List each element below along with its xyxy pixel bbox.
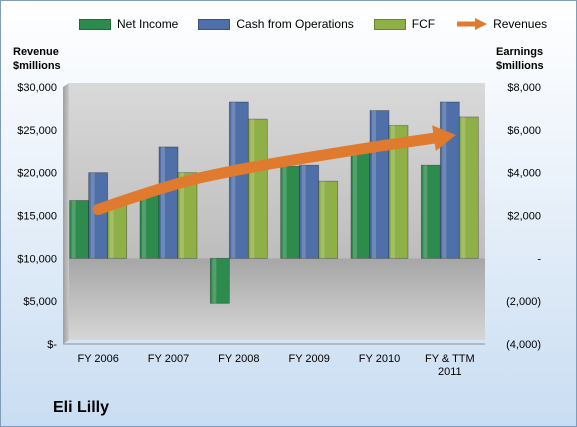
line-revenues xyxy=(92,132,440,216)
bar-highlight xyxy=(461,116,466,259)
bar-fcf xyxy=(388,125,409,259)
right-axis-title-line-2: $millions xyxy=(496,60,544,72)
bar-highlight xyxy=(109,202,114,259)
category-label: 2011 xyxy=(438,366,462,378)
left-axis-tick-label: $20,000 xyxy=(17,168,57,180)
right-axis-tick-label: - xyxy=(537,253,541,265)
bar-highlight xyxy=(391,125,395,259)
legend-item-cash-from-operations: Cash from Operations xyxy=(198,17,354,31)
bar-net-income xyxy=(209,257,230,304)
category-label: FY 2007 xyxy=(148,353,189,365)
plot-background-lower xyxy=(69,258,485,340)
bar-highlight xyxy=(282,166,287,259)
bar-highlight xyxy=(372,110,376,259)
bar-fcf xyxy=(177,172,198,259)
bar-highlight xyxy=(90,172,95,259)
legend-item-fcf: FCF xyxy=(373,17,436,31)
bar-highlight xyxy=(231,101,236,259)
legend-label-net-income: Net Income xyxy=(117,17,179,31)
category-label: FY 2008 xyxy=(218,353,259,365)
right-axis-title-line-1: Earnings xyxy=(496,46,544,58)
category-label: FY 2006 xyxy=(77,353,118,365)
bar-fcf xyxy=(247,118,268,259)
bar-highlight xyxy=(71,200,76,259)
bar-highlight xyxy=(320,181,325,259)
bar-fcf xyxy=(318,180,339,259)
bar-highlight xyxy=(180,172,184,259)
bar-fcf xyxy=(458,116,479,259)
right-axis-title: Earnings $millions xyxy=(496,45,544,73)
plot-side-wall xyxy=(63,83,69,344)
legend-item-net-income: Net Income xyxy=(79,17,178,31)
legend: Net Income Cash from Operations FCF Reve… xyxy=(79,17,567,31)
legend-label-fcf: FCF xyxy=(411,17,436,31)
plot-background-upper xyxy=(69,83,485,259)
company-name: Eli Lilly xyxy=(53,399,110,416)
bar-highlight xyxy=(142,195,146,259)
legend-arrow-icon xyxy=(457,18,488,30)
right-axis-tick-label: (2,000) xyxy=(506,296,541,308)
bar-highlight xyxy=(423,165,428,259)
bar-highlight xyxy=(301,165,306,259)
category-label: FY 2010 xyxy=(359,353,400,365)
bar-highlight xyxy=(161,146,165,259)
arrow-head-revenues xyxy=(432,125,456,152)
right-axis-tick-label: $4,000 xyxy=(507,168,541,180)
left-axis-tick-label: $15,000 xyxy=(17,211,57,223)
legend-swatch-fcf xyxy=(373,18,406,30)
left-axis-tick-label: $5,000 xyxy=(23,296,57,308)
left-axis-tick-label: $25,000 xyxy=(17,125,57,137)
bar-highlight xyxy=(442,101,447,259)
right-axis-tick-label: $6,000 xyxy=(507,125,541,137)
left-axis-tick-label: $10,000 xyxy=(17,253,57,265)
left-axis-tick-label: $30,000 xyxy=(17,82,57,94)
legend-label-revenues: Revenues xyxy=(493,17,548,31)
left-axis-title-line-1: Revenue xyxy=(13,46,59,58)
right-axis-tick-label: $8,000 xyxy=(507,82,541,94)
legend-label-cash-from-operations: Cash from Operations xyxy=(236,17,354,31)
right-axis-tick-label: $2,000 xyxy=(507,211,541,223)
right-axis-tick-label: (4,000) xyxy=(506,339,541,351)
bar-highlight xyxy=(212,258,217,304)
left-axis-tick-label: $- xyxy=(47,339,57,351)
legend-swatch-net-income xyxy=(79,18,111,30)
category-label: FY & TTM xyxy=(425,353,475,365)
left-axis-title-line-2: $millions xyxy=(13,60,61,72)
category-label: FY 2009 xyxy=(288,353,329,365)
left-axis-title: Revenue $millions xyxy=(13,45,61,73)
bar-highlight xyxy=(250,119,255,259)
legend-swatch-cash-from-operations xyxy=(198,18,231,30)
bar-highlight xyxy=(353,149,357,259)
legend-item-revenues: Revenues xyxy=(455,17,547,31)
